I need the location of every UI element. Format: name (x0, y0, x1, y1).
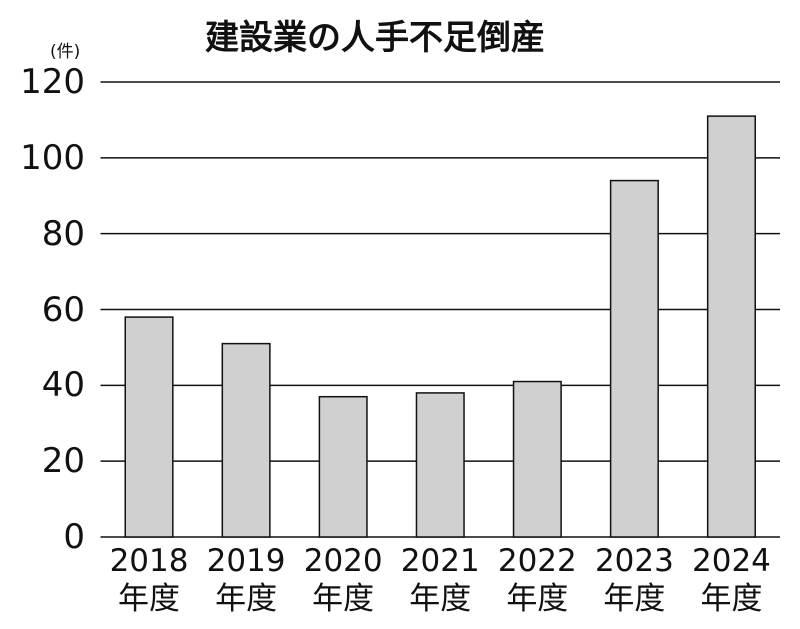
y-tick-label: 120 (20, 62, 85, 102)
x-tick-label: 2021 年度 (400, 543, 480, 617)
bar (706, 115, 756, 538)
y-tick-label: 40 (41, 365, 85, 406)
y-tick-label: 20 (41, 441, 85, 482)
bar (221, 342, 271, 538)
y-tick-label: 0 (63, 517, 85, 557)
x-tick-label: 2018 年度 (109, 543, 189, 617)
y-tick-label: 100 (20, 137, 85, 178)
bar (124, 316, 174, 538)
chart-title: 建設業の人手不足倒産 (205, 18, 545, 58)
y-axis-label: (件) (50, 42, 81, 62)
bar (415, 392, 465, 538)
x-tick-label: 2023 年度 (594, 543, 674, 617)
x-tick-label: 2019 年度 (206, 543, 286, 617)
x-tick-label: 2024 年度 (692, 543, 771, 617)
y-tick-label: 80 (41, 213, 85, 254)
x-tick-label: 2022 年度 (497, 543, 577, 617)
bar (512, 380, 562, 538)
bar (318, 395, 368, 538)
x-tick-label: 2020 年度 (303, 543, 383, 617)
bar (609, 179, 659, 538)
y-tick-label: 60 (41, 289, 85, 330)
